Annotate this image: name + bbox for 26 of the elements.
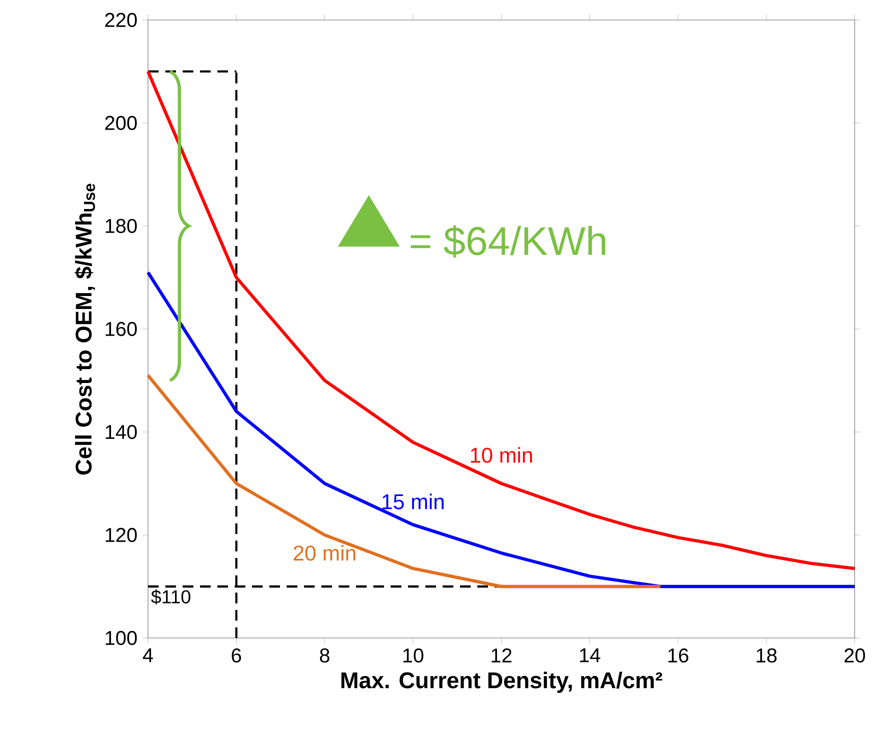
annotation: = $64/KWh <box>410 225 606 258</box>
x-tick-label: 18 <box>756 648 777 663</box>
y-tick-label: 100 <box>106 630 137 646</box>
y-tick-label: 200 <box>105 116 137 130</box>
y-tick-label: 160 <box>106 322 137 336</box>
ref-line-label: $110 <box>151 589 190 605</box>
line-series <box>146 70 856 570</box>
x-tick-label: 12 <box>492 648 512 662</box>
y-tick-label: 120 <box>106 528 137 542</box>
y-tick-label: 220 <box>105 12 137 28</box>
x-tick-label: 20 <box>844 648 866 663</box>
x-tick-label: 6 <box>232 648 242 663</box>
series-label: 10 min <box>470 447 532 463</box>
y-tick-label: 140 <box>106 424 137 440</box>
series-label: 15 min <box>382 494 444 510</box>
line-series <box>146 270 856 588</box>
x-tick-label: 10 <box>403 648 424 663</box>
x-tick-label: 4 <box>142 648 153 662</box>
x-tick-label: 8 <box>320 648 330 663</box>
y-tick-label: 180 <box>106 218 137 234</box>
x-tick-label: 14 <box>580 648 600 662</box>
x-axis-title: Max. Current Density, mA/cm² <box>341 672 662 693</box>
line-series <box>146 374 662 588</box>
x-tick-label: 16 <box>668 648 688 663</box>
y-axis-title: Cell Cost to OEM, $/kWh$_{Use}$ <box>74 184 96 475</box>
series-label: 20 min <box>294 545 356 561</box>
